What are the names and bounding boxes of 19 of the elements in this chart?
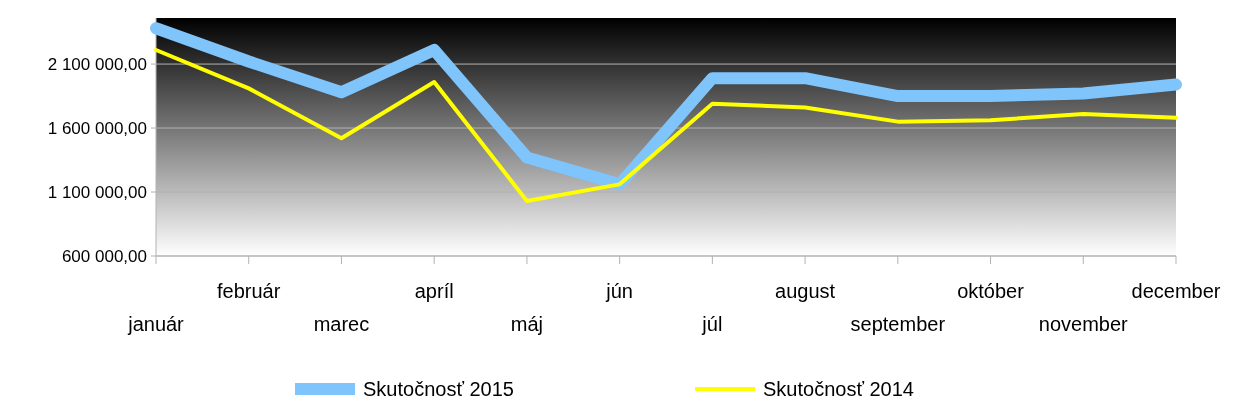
x-tick-label: november (1038, 313, 1129, 335)
x-tick-label: marec (313, 313, 370, 335)
x-tick-label: jún (605, 280, 633, 302)
legend-label: Skutočnosť 2014 (763, 378, 914, 400)
x-tick-label: október (957, 280, 1025, 302)
x-tick-label: máj (510, 313, 544, 335)
x-tick-label: august (775, 280, 836, 302)
x-tick-label: apríl (414, 280, 454, 302)
line-series (154, 47, 1178, 203)
legend-label: Skutočnosť 2015 (363, 378, 514, 400)
y-tick-label: 1 100 000,00 (47, 182, 147, 202)
y-tick-label: 2 100 000,00 (47, 55, 147, 75)
x-tick-label: február (217, 280, 281, 302)
x-tick-label: júl (701, 313, 723, 335)
x-tick-label: september (850, 313, 946, 335)
x-tick-label: január (127, 313, 185, 335)
x-tick-label: december (1131, 280, 1221, 302)
y-tick-label: 1 600 000,00 (47, 118, 147, 138)
y-tick-label: 600 000,00 (61, 246, 147, 266)
